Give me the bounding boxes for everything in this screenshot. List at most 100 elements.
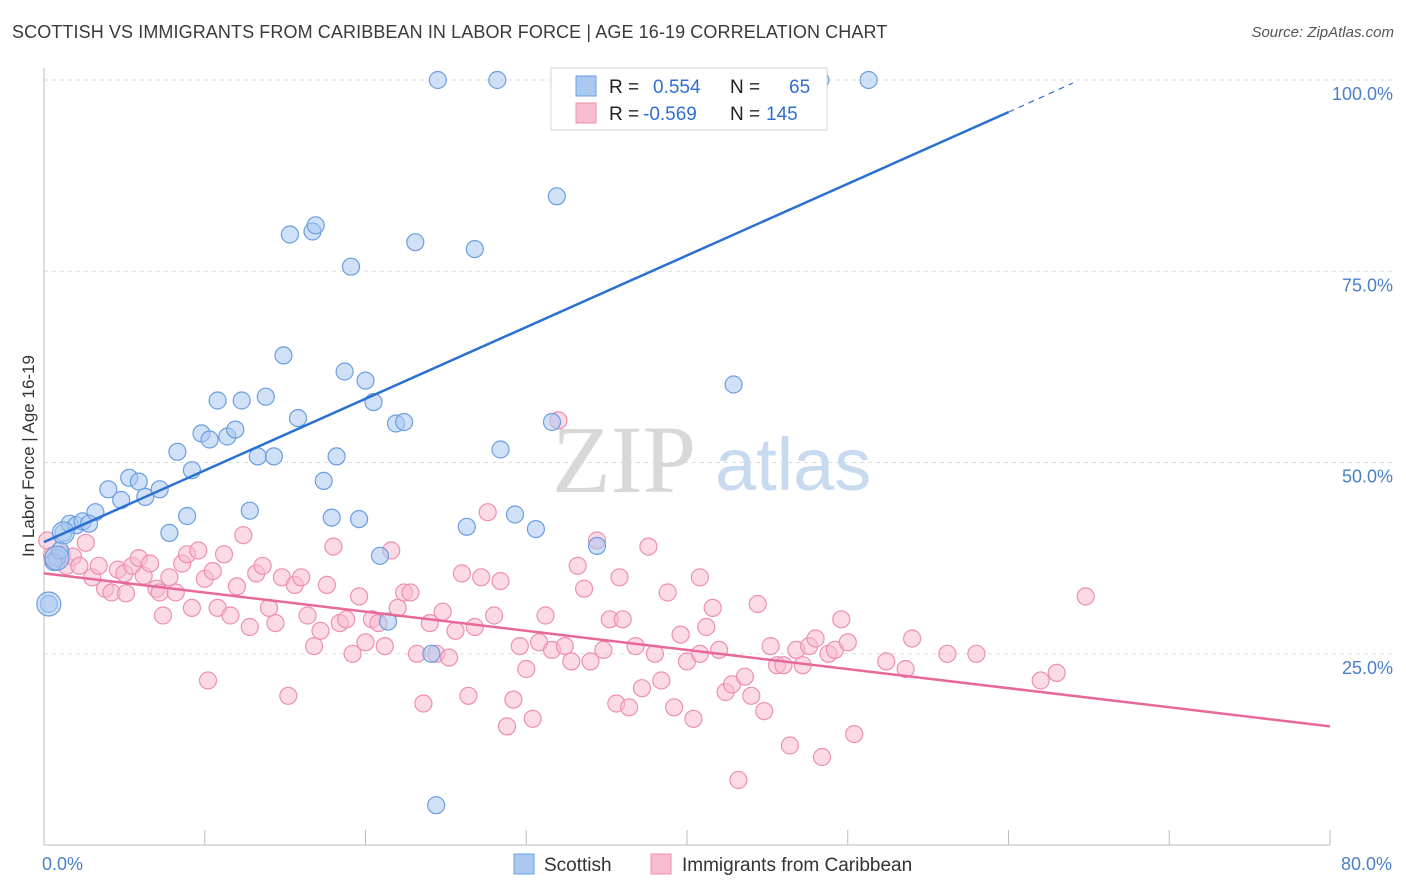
scottish-point-61 [859, 70, 878, 90]
scottish-point-31 [306, 216, 325, 235]
caribbean-point-135 [967, 644, 986, 663]
caribbean-point-69 [452, 564, 471, 583]
caribbean-point-107 [697, 617, 716, 637]
caribbean-point-7 [76, 533, 95, 552]
y-tick-label-2: 75.0% [1342, 275, 1393, 295]
y-axis-label: In Labor Force | Age 16-19 [19, 355, 38, 557]
caribbean-point-32 [214, 545, 234, 564]
caribbean-point-49 [324, 537, 343, 556]
caribbean-point-132 [896, 659, 915, 679]
scottish-point-23 [240, 501, 259, 520]
caribbean-point-128 [832, 610, 851, 629]
caribbean-point-138 [1076, 587, 1095, 606]
scottish-point-35 [335, 362, 354, 381]
scottish-point-46 [422, 644, 441, 663]
watermark-zip: ZIP [552, 406, 696, 513]
caribbean-point-23 [166, 583, 185, 602]
caribbean-point-63 [414, 694, 433, 713]
caribbean-point-6 [70, 556, 89, 575]
caribbean-point-82 [536, 606, 555, 625]
legend-n-label-caribbean: N = [730, 104, 760, 125]
caribbean-trend-line [43, 572, 1331, 728]
caribbean-point-133 [902, 629, 922, 648]
scottish-point-43 [395, 412, 414, 432]
caribbean-point-40 [266, 613, 285, 633]
scottish-point-25 [256, 387, 275, 406]
caribbean-point-35 [234, 526, 253, 545]
caribbean-point-139 [610, 568, 629, 587]
caribbean-point-91 [594, 640, 613, 660]
stats-legend: R = 0.554 N = 65 R = -0.569 N = 145 [550, 67, 828, 131]
caribbean-point-87 [568, 556, 587, 575]
watermark-atlas: atlas [715, 423, 871, 506]
caribbean-point-48 [317, 575, 336, 595]
caribbean-point-14 [116, 584, 136, 603]
legend-r-value-scottish: 0.554 [653, 77, 701, 98]
legend-n-label-scottish: N = [730, 77, 760, 98]
caribbean-point-71 [465, 617, 484, 637]
scottish-point-51 [491, 440, 510, 459]
scottish-large-point-0 [36, 591, 62, 617]
series-legend-label-caribbean: Immigrants from Caribbean [682, 855, 912, 876]
caribbean-point-140 [690, 568, 710, 587]
caribbean-point-134 [938, 644, 957, 663]
caribbean-point-88 [574, 579, 594, 598]
scottish-trend-extension [1008, 82, 1074, 113]
y-tick-label-1: 50.0% [1342, 467, 1393, 487]
caribbean-point-109 [709, 640, 729, 660]
caribbean-point-98 [639, 537, 658, 556]
scottish-point-44 [406, 233, 425, 252]
caribbean-point-124 [806, 629, 825, 648]
caribbean-point-47 [311, 621, 330, 640]
series-legend-swatch-scottish [513, 853, 535, 875]
scottish-point-45 [428, 70, 447, 90]
caribbean-point-46 [305, 636, 324, 656]
caribbean-point-89 [581, 652, 600, 671]
series-legend: Scottish Immigrants from Caribbean [513, 853, 912, 876]
caribbean-point-30 [203, 561, 222, 581]
caribbean-point-78 [510, 636, 529, 656]
caribbean-point-61 [401, 583, 420, 602]
caribbean-point-67 [440, 648, 459, 667]
scottish-point-21 [226, 420, 245, 439]
scottish-point-10 [129, 472, 148, 491]
caribbean-point-22 [160, 568, 179, 587]
caribbean-point-129 [838, 633, 857, 652]
scottish-point-48 [457, 517, 476, 536]
scottish-point-52 [505, 505, 525, 524]
caribbean-point-45 [298, 606, 317, 625]
scottish-point-32 [314, 471, 333, 490]
y-tick-label-0: 25.0% [1342, 658, 1393, 678]
legend-n-value-caribbean: 145 [766, 104, 798, 125]
scottish-point-56 [587, 536, 607, 556]
caribbean-point-95 [619, 698, 639, 717]
chart-source: Source: ZipAtlas.com [1251, 24, 1394, 41]
caribbean-point-70 [459, 686, 478, 705]
caribbean-point-52 [343, 644, 362, 663]
scottish-point-28 [280, 225, 299, 244]
caribbean-point-86 [562, 652, 581, 671]
axes [43, 68, 1331, 846]
caribbean-points [38, 411, 1095, 790]
scottish-trend-line [43, 110, 1010, 544]
scottish-point-54 [542, 412, 562, 432]
scottish-point-15 [178, 506, 197, 526]
scottish-point-14 [168, 442, 187, 461]
scottish-point-33 [322, 508, 341, 527]
caribbean-point-68 [446, 621, 465, 640]
caribbean-point-100 [652, 671, 671, 690]
scottish-point-18 [200, 430, 219, 449]
series-legend-label-scottish: Scottish [544, 855, 612, 876]
caribbean-point-34 [227, 577, 246, 596]
caribbean-point-79 [517, 659, 536, 679]
scottish-point-37 [350, 509, 369, 529]
scottish-point-38 [356, 371, 375, 390]
caribbean-point-74 [485, 606, 504, 625]
y-tick-label-3: 100.0% [1332, 84, 1393, 104]
scottish-point-27 [274, 346, 293, 365]
caribbean-point-54 [356, 633, 375, 652]
caribbean-point-108 [703, 598, 722, 618]
scottish-point-53 [526, 519, 546, 539]
scottish-point-59 [724, 375, 743, 394]
caribbean-point-101 [658, 583, 677, 602]
